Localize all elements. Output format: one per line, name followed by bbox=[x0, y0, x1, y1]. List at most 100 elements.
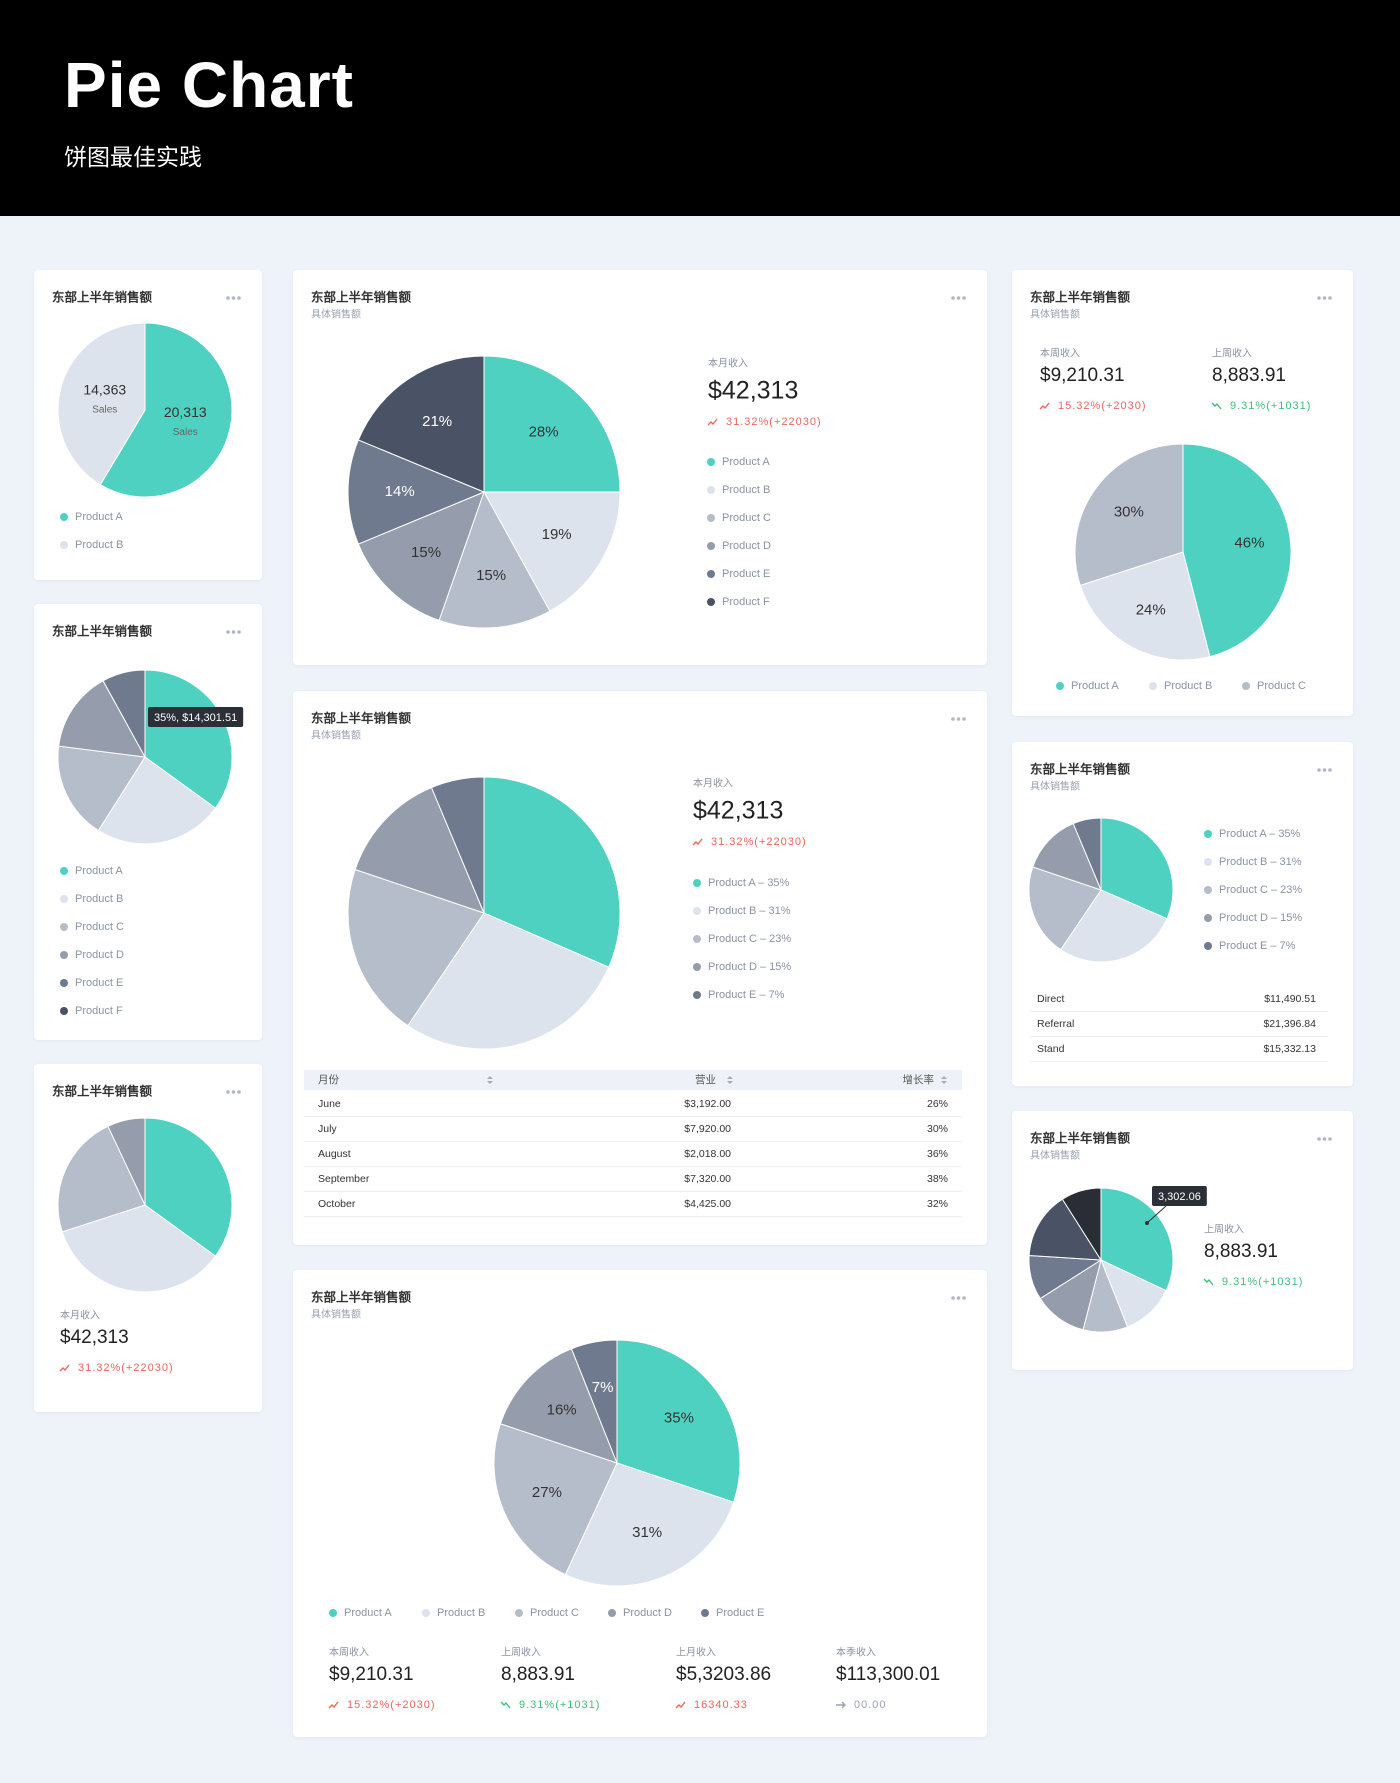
table-header-bg bbox=[304, 1070, 962, 1090]
trend-icon bbox=[59, 1364, 70, 1372]
trend-icon bbox=[692, 838, 703, 846]
legend-swatch bbox=[707, 514, 715, 522]
legend-swatch bbox=[707, 598, 715, 606]
tooltip-box bbox=[148, 707, 244, 727]
legend-swatch bbox=[60, 951, 68, 959]
header: Pie Chart 饼图最佳实践 bbox=[0, 0, 1400, 216]
table-header: 增长率 bbox=[903, 1073, 935, 1086]
pie-slice bbox=[354, 786, 485, 914]
card: 东部上半年销售额 具体销售额 28% 19% 15% 15% 14% 21% Product A… bbox=[293, 270, 987, 665]
legend-label: Product F bbox=[722, 596, 770, 608]
table-cell: $7,920.00 bbox=[684, 1123, 731, 1135]
legend-label: Product C bbox=[75, 921, 124, 933]
page-title: Pie Chart bbox=[64, 49, 354, 121]
table-cell: October bbox=[318, 1198, 356, 1210]
stat-label: 上月收入 bbox=[676, 1646, 716, 1659]
menu-dot bbox=[237, 296, 241, 300]
menu-dot bbox=[1317, 1137, 1321, 1141]
legend-label: Product E – 7% bbox=[708, 989, 785, 1001]
pie-slice bbox=[483, 776, 621, 968]
pie-slice bbox=[438, 490, 551, 629]
legend-swatch bbox=[60, 895, 68, 903]
legend-label: Product E bbox=[75, 977, 123, 989]
legend-swatch bbox=[60, 541, 68, 549]
menu-dot bbox=[1328, 768, 1332, 772]
trend-icon bbox=[328, 1701, 339, 1709]
stat-change: 16340.33 bbox=[694, 1699, 748, 1711]
legend-swatch bbox=[60, 513, 68, 521]
pie-slice bbox=[97, 756, 217, 845]
stat-value: 8,883.91 bbox=[1204, 1241, 1278, 1262]
table-cell: $11,490.51 bbox=[1264, 993, 1316, 1005]
page-subtitle: 饼图最佳实践 bbox=[64, 144, 202, 170]
card-title: 东部上半年销售额 bbox=[311, 289, 412, 304]
table-cell: 32% bbox=[927, 1198, 948, 1210]
stat-label: 本月收入 bbox=[693, 777, 733, 790]
table-cell: Direct bbox=[1037, 993, 1065, 1005]
stat-label: 上周收入 bbox=[1212, 347, 1252, 360]
pie-slice bbox=[407, 912, 610, 1050]
card-title: 东部上半年销售额 bbox=[1030, 289, 1131, 304]
pie-slice bbox=[357, 491, 485, 622]
slice-label: 24% bbox=[1136, 602, 1166, 619]
card: 东部上半年销售额 20,313 Sales 14,363 Sales Product A P… bbox=[34, 270, 262, 580]
menu-dot bbox=[231, 630, 236, 634]
trend-icon bbox=[1039, 402, 1050, 410]
table-cell: Referral bbox=[1037, 1018, 1074, 1030]
menu-dot bbox=[231, 296, 236, 300]
table-cell: August bbox=[318, 1148, 351, 1160]
trend-icon bbox=[836, 1701, 846, 1709]
table-cell: 38% bbox=[927, 1173, 948, 1185]
slice-label: 31% bbox=[632, 1524, 662, 1541]
stat-label: 本季收入 bbox=[836, 1646, 876, 1659]
legend-label: Product A bbox=[1071, 680, 1119, 692]
menu-dot bbox=[226, 296, 230, 300]
pie-slice bbox=[1059, 889, 1168, 963]
table-cell: 30% bbox=[927, 1123, 948, 1135]
card-subtitle: 具体销售额 bbox=[311, 1308, 361, 1321]
card-subtitle: 具体销售额 bbox=[311, 308, 361, 321]
slice-caption: Sales bbox=[173, 427, 198, 438]
legend-label: Product E – 7% bbox=[1219, 940, 1296, 952]
card-subtitle: 具体销售额 bbox=[1030, 1149, 1080, 1162]
legend-label: Product E bbox=[722, 568, 770, 580]
legend-swatch bbox=[608, 1609, 616, 1617]
pie-slice bbox=[102, 669, 146, 758]
pie-slice bbox=[1100, 1187, 1174, 1292]
legend-swatch bbox=[1204, 914, 1212, 922]
card: 东部上半年销售额 具体销售额 3,302.06 上周收入 8,883.91 9.31%(+… bbox=[1012, 1111, 1353, 1370]
legend-label: Product C – 23% bbox=[708, 933, 791, 945]
pie-slice bbox=[57, 322, 146, 486]
card-canvas: 东部上半年销售额 20,313 Sales 14,363 Sales Product A P… bbox=[52, 289, 241, 551]
legend-label: Product B bbox=[75, 539, 123, 551]
tooltip-dot bbox=[1145, 1221, 1149, 1225]
slice-label: 20,313 bbox=[164, 404, 207, 420]
pie-slice bbox=[570, 1339, 618, 1464]
legend-label: Product E bbox=[716, 1607, 764, 1619]
menu-dot bbox=[951, 296, 955, 300]
pie-slice bbox=[99, 322, 233, 498]
slice-label: 35% bbox=[664, 1409, 694, 1426]
menu-dot bbox=[1322, 768, 1327, 772]
menu-dot bbox=[226, 630, 230, 634]
card-title: 东部上半年销售额 bbox=[52, 623, 153, 638]
legend-label: Product B bbox=[722, 484, 770, 496]
pie-slice bbox=[483, 491, 621, 612]
trend-icon bbox=[675, 1701, 686, 1709]
table-cell: September bbox=[318, 1173, 370, 1185]
table-cell: $7,320.00 bbox=[684, 1173, 731, 1185]
card-canvas: 东部上半年销售额 Product A Product B Product C Produ… bbox=[52, 623, 244, 1017]
legend-label: Product A bbox=[344, 1607, 392, 1619]
slice-label: 14,363 bbox=[83, 382, 126, 398]
tooltip-box bbox=[1152, 1186, 1207, 1206]
pie-slice bbox=[1032, 822, 1102, 891]
stat-change: 15.32%(+2030) bbox=[1058, 400, 1147, 412]
legend-swatch bbox=[701, 1609, 709, 1617]
legend-label: Product B – 31% bbox=[708, 905, 791, 917]
sort-icon bbox=[487, 1076, 493, 1084]
pie-slice bbox=[61, 1204, 217, 1293]
